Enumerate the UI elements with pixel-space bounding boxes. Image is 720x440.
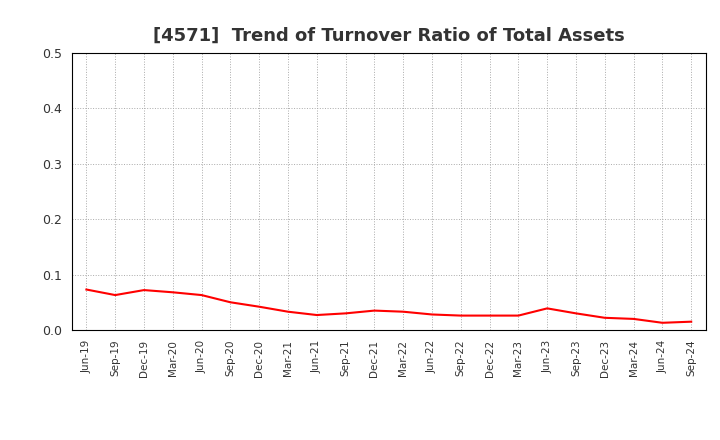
Text: [4571]  Trend of Turnover Ratio of Total Assets: [4571] Trend of Turnover Ratio of Total …: [153, 26, 625, 44]
